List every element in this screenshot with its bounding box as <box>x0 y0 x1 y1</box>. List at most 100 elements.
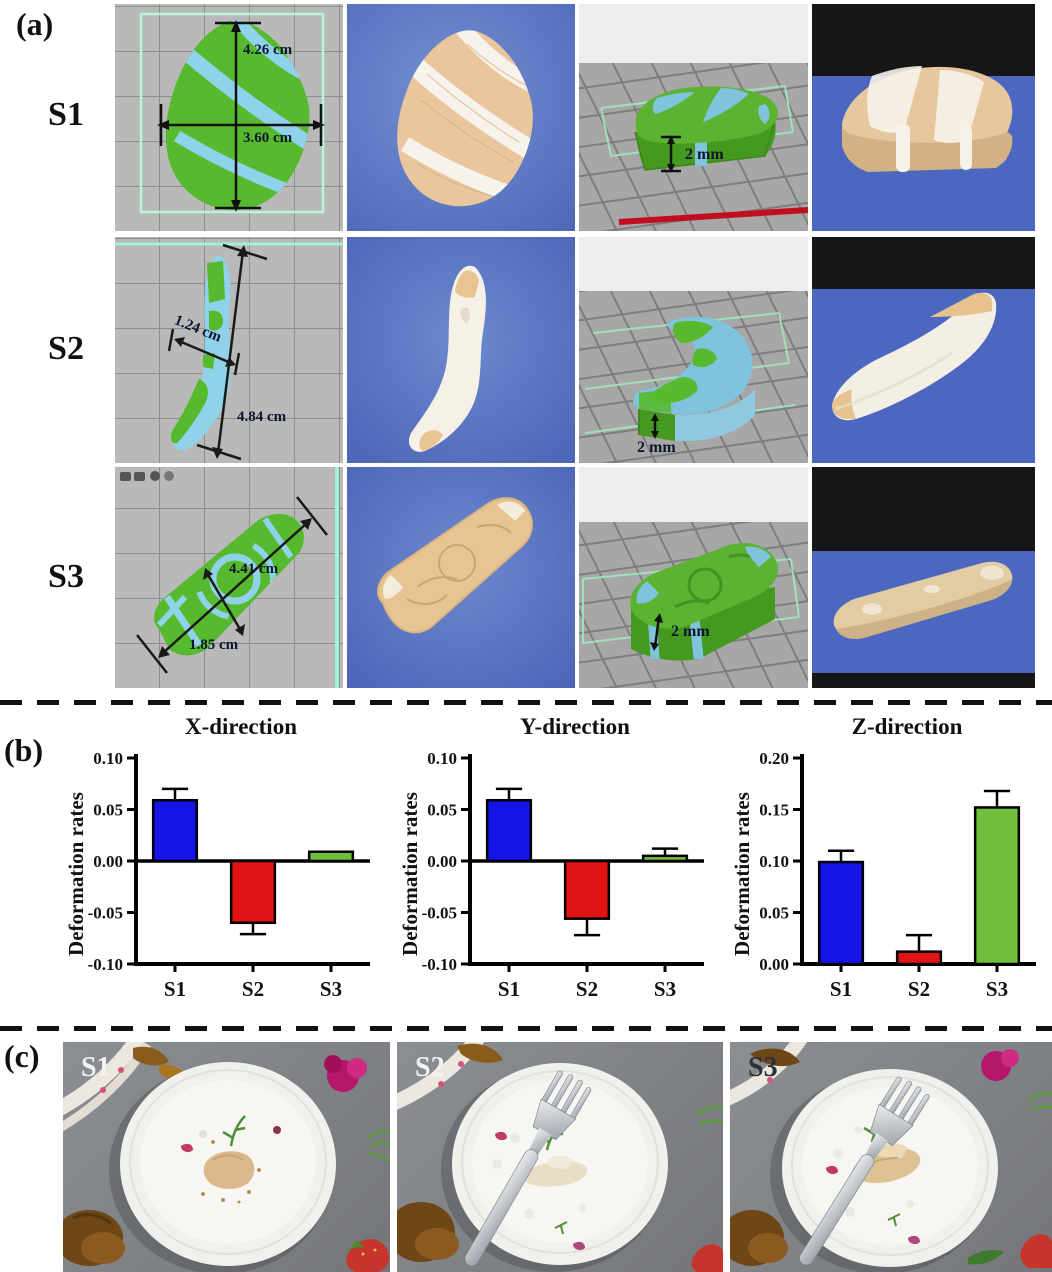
model-3d-drawing-s1 <box>600 85 808 225</box>
printed-side-drawing-s1 <box>812 4 1035 172</box>
svg-text:0.10: 0.10 <box>759 852 789 871</box>
dried-rose <box>63 1210 125 1266</box>
panel-a-label: (a) <box>16 6 54 42</box>
row-label-s3: S3 <box>48 558 84 595</box>
garnish-sprig <box>222 1115 246 1147</box>
dill-bit <box>887 1213 901 1227</box>
svg-text:-0.10: -0.10 <box>88 955 123 974</box>
svg-text:S3: S3 <box>320 977 342 1001</box>
petal <box>573 1241 585 1251</box>
flower <box>324 1055 367 1092</box>
plated-dish-drawing-s2 <box>397 1042 723 1272</box>
ribbon <box>730 1042 808 1106</box>
row-label-s2: S2 <box>48 330 84 367</box>
build-plate-edge <box>618 207 808 225</box>
viewer-toolbar-icons <box>120 471 174 481</box>
printed-side-photo-s2 <box>812 237 1035 463</box>
thickness-label-s1: 2 mm <box>685 146 724 163</box>
dried-leaves <box>457 1043 503 1063</box>
dimension-label-s3-width: 1.85 cm <box>189 637 239 653</box>
svg-text:S2: S2 <box>242 977 264 1001</box>
model-3d-drawing-s2 <box>584 312 796 442</box>
printed-top-photo-s2 <box>347 237 575 463</box>
svg-text:S3: S3 <box>654 977 676 1001</box>
strawberry <box>1020 1234 1052 1268</box>
dashed-divider-bottom <box>0 1026 1052 1031</box>
model-3d-view-s1: 2 mm <box>579 4 808 231</box>
plated-dish-photo-s2: S2 <box>397 1042 723 1272</box>
thickness-label-s2: 2 mm <box>637 439 676 456</box>
photo-label-s2: S2 <box>415 1052 445 1083</box>
chart-title-x: X-direction <box>184 714 297 739</box>
svg-text:0.00: 0.00 <box>93 852 123 871</box>
svg-text:-0.05: -0.05 <box>422 904 457 923</box>
svg-text:0.05: 0.05 <box>427 801 457 820</box>
printed-top-drawing-s1 <box>397 30 533 207</box>
bar-chart-y-direction: 0.10 0.05 0.00 -0.05 -0.10 S1 S2 S3 <box>422 749 704 1001</box>
petal <box>495 1131 507 1141</box>
petal <box>273 1126 281 1134</box>
svg-text:-0.05: -0.05 <box>88 904 123 923</box>
bar-chart-x-direction: 0.10 0.05 0.00 -0.05 -0.10 S1 S2 S3 <box>88 749 370 1001</box>
succulent <box>1027 1091 1052 1112</box>
svg-text:S2: S2 <box>908 977 930 1001</box>
row-label-s1: S1 <box>48 96 84 133</box>
design-drawing-s3 <box>120 467 339 688</box>
svg-text:0.00: 0.00 <box>759 955 789 974</box>
dried-rose <box>397 1202 459 1262</box>
dimension-label-s1-height: 4.26 cm <box>243 42 293 58</box>
petal <box>181 1143 193 1153</box>
photo-label-s1: S1 <box>81 1052 111 1083</box>
svg-text:0.05: 0.05 <box>93 801 123 820</box>
svg-text:0.05: 0.05 <box>759 904 789 923</box>
plated-dish-photo-s3: S3 <box>730 1042 1052 1272</box>
green-leaf <box>968 1250 1004 1265</box>
thickness-label-s3: 2 mm <box>671 623 710 640</box>
cheese-dots <box>833 1126 914 1217</box>
svg-text:S1: S1 <box>164 977 186 1001</box>
dried-rose-top <box>750 1048 800 1067</box>
design-view-s2: 1.24 cm 4.84 cm <box>115 237 343 463</box>
dill-bit <box>554 1221 568 1235</box>
photo-label-s3: S3 <box>748 1052 778 1083</box>
svg-text:0.10: 0.10 <box>93 749 123 768</box>
plated-dish-drawing-s1 <box>63 1042 390 1272</box>
chart-z-direction: Z-direction Deformation rates 0.00 0.05 0.… <box>724 714 1044 1011</box>
design-view-s1: 4.26 cm 3.60 cm <box>115 4 343 231</box>
chart-title-z: Z-direction <box>851 714 963 739</box>
ribbon <box>397 1042 485 1110</box>
dimension-arrow-width <box>167 328 241 376</box>
printed-side-drawing-s2 <box>812 237 1035 421</box>
svg-text:S1: S1 <box>498 977 520 1001</box>
svg-text:0.20: 0.20 <box>759 749 789 768</box>
chart-title-y: Y-direction <box>520 714 630 739</box>
dimension-label-s1-width: 3.60 cm <box>243 130 293 146</box>
dimension-label-s2-length: 4.84 cm <box>237 409 287 425</box>
y-axis-label-y: Deformation rates <box>398 792 422 956</box>
svg-text:-0.10: -0.10 <box>422 955 457 974</box>
model-3d-view-s3: 2 mm <box>579 467 808 688</box>
thickness-arrow <box>653 616 661 648</box>
svg-text:S2: S2 <box>576 977 598 1001</box>
printed-top-drawing-s3 <box>377 497 533 634</box>
chart-x-direction: X-direction Deformation rates 0.10 0.05 0.… <box>58 714 378 1011</box>
food-item <box>523 1155 588 1187</box>
dimension-arrow-length <box>136 496 328 674</box>
food-item <box>203 1151 255 1189</box>
printed-top-drawing-s2 <box>408 265 486 452</box>
design-view-s3: 4.41 cm 1.85 cm <box>115 467 343 688</box>
svg-text:0.10: 0.10 <box>427 749 457 768</box>
dashed-divider-top <box>0 700 1052 705</box>
panel-c-label: (c) <box>4 1038 40 1074</box>
svg-text:0.00: 0.00 <box>427 852 457 871</box>
printed-top-photo-s1 <box>347 4 575 231</box>
design-drawing-s1 <box>139 12 325 214</box>
fork <box>799 1076 930 1266</box>
strawberry <box>345 1239 390 1272</box>
cheese-dot <box>199 1130 207 1138</box>
svg-text:S1: S1 <box>830 977 852 1001</box>
petal <box>908 1235 920 1245</box>
design-drawing-s2 <box>115 242 343 461</box>
petal <box>826 1165 838 1175</box>
flower <box>981 1049 1019 1081</box>
